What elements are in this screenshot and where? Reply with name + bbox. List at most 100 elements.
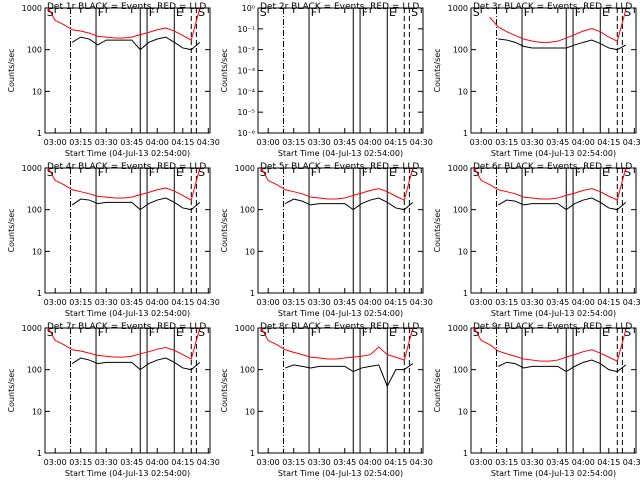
y-tick-label: 10⁻⁴ [237, 87, 255, 96]
marker-label: E [602, 326, 609, 339]
y-tick-label: 100 [27, 206, 42, 215]
plot-frame [257, 327, 424, 454]
y-tick-label: 1 [37, 449, 42, 458]
marker-label: E [176, 166, 183, 179]
series-line [285, 363, 414, 388]
panel: Det 3r BLACK = Events, RED = LLD Counts/s… [433, 2, 640, 158]
x-tick-label: 03:15 [282, 138, 305, 147]
plot-frame [44, 327, 211, 454]
x-tick-label: 04:30 [410, 298, 433, 307]
marker-label: S [473, 326, 480, 339]
x-tick-label: 03:00 [44, 138, 67, 147]
x-axis-label: Start Time (04-Jul-13 02:54:00) [278, 149, 403, 158]
x-tick-label: 03:00 [44, 458, 67, 467]
x-axis-label: Start Time (04-Jul-13 02:54:00) [65, 149, 190, 158]
plot-frame [470, 167, 637, 294]
marker-label: F [311, 6, 317, 19]
series-line [47, 327, 201, 360]
marker-label: S [624, 6, 631, 19]
y-tick-label: 100 [240, 366, 255, 375]
x-tick-label: 03:45 [120, 298, 143, 307]
marker-label: F [98, 6, 104, 19]
x-tick-label: 03:15 [282, 298, 305, 307]
x-tick-label: 03:00 [257, 458, 280, 467]
x-tick-label: 04:00 [146, 298, 169, 307]
marker-label: F [311, 166, 317, 179]
y-tick-label: 100 [27, 366, 42, 375]
y-tick-label: 1 [37, 129, 42, 138]
x-tick-label: 04:15 [597, 458, 620, 467]
panel: Det 1r BLACK = Events, RED = LLD Counts/s… [7, 2, 220, 158]
y-tick-label: 1000 [22, 4, 42, 13]
series-line [489, 9, 627, 43]
x-axis-label: Start Time (04-Jul-13 02:54:00) [65, 309, 190, 318]
y-axis-label: Counts/sec [220, 368, 229, 412]
marker-label: E [176, 6, 183, 19]
y-axis-label: Counts/sec [220, 48, 229, 92]
y-tick-label: 1 [250, 449, 255, 458]
marker-label: F [149, 166, 155, 179]
marker-label: F [362, 6, 368, 19]
x-tick-label: 04:30 [197, 298, 220, 307]
panel-title: Det 1r BLACK = Events, RED = LLD [47, 2, 206, 12]
x-tick-label: 04:00 [572, 298, 595, 307]
marker-label: F [524, 166, 530, 179]
panel: Det 5r BLACK = Events, RED = LLD Counts/s… [220, 162, 433, 318]
x-tick-label: 03:00 [470, 458, 493, 467]
marker-label: E [389, 166, 396, 179]
marker-label: S [47, 326, 54, 339]
x-tick-label: 04:00 [146, 138, 169, 147]
y-tick-label: 10⁻³ [237, 67, 255, 76]
y-tick-label: 10 [458, 87, 468, 96]
x-tick-label: 04:30 [197, 138, 220, 147]
y-tick-label: 10⁻⁶ [237, 129, 255, 138]
y-tick-label: 10⁰ [242, 4, 255, 13]
y-tick-label: 10 [32, 407, 42, 416]
y-axis-label: Counts/sec [433, 48, 442, 92]
y-tick-label: 10 [458, 247, 468, 256]
series-line [284, 197, 414, 211]
y-tick-label: 1000 [448, 164, 468, 173]
y-axis-label: Counts/sec [7, 48, 16, 92]
x-axis-label: Start Time (04-Jul-13 02:54:00) [491, 469, 616, 478]
plot-frame [257, 7, 424, 134]
x-tick-label: 03:00 [470, 298, 493, 307]
y-tick-label: 1 [463, 129, 468, 138]
marker-label: F [524, 6, 530, 19]
marker-label: F [98, 326, 104, 339]
marker-label: E [176, 326, 183, 339]
y-tick-label: 1000 [235, 324, 255, 333]
x-tick-label: 03:00 [257, 138, 280, 147]
series-line [498, 359, 627, 373]
y-axis-label: Counts/sec [433, 208, 442, 252]
marker-label: S [624, 326, 631, 339]
y-axis-label: Counts/sec [7, 368, 16, 412]
x-tick-label: 04:15 [384, 298, 407, 307]
y-tick-label: 100 [240, 206, 255, 215]
y-tick-label: 10 [32, 87, 42, 96]
x-axis-label: Start Time (04-Jul-13 02:54:00) [491, 309, 616, 318]
x-tick-label: 03:30 [308, 138, 331, 147]
x-axis-label: Start Time (04-Jul-13 02:54:00) [491, 149, 616, 158]
x-tick-label: 04:15 [171, 458, 194, 467]
x-tick-label: 04:30 [623, 458, 640, 467]
x-tick-label: 03:45 [333, 138, 356, 147]
y-tick-label: 100 [453, 206, 468, 215]
y-tick-label: 10⁻⁵ [237, 108, 255, 117]
x-tick-label: 04:00 [572, 138, 595, 147]
marker-label: F [362, 166, 368, 179]
series-line [473, 327, 627, 362]
panel: Det 8r BLACK = Events, RED = LLD Counts/s… [220, 322, 433, 478]
x-tick-label: 03:30 [521, 298, 544, 307]
x-tick-label: 03:45 [333, 298, 356, 307]
panel-title: Det 6r BLACK = Events, RED = LLD [473, 162, 632, 172]
x-tick-label: 03:45 [546, 138, 569, 147]
marker-label: F [575, 6, 581, 19]
series-line [71, 197, 201, 211]
x-tick-label: 04:00 [359, 138, 382, 147]
x-tick-label: 03:45 [120, 458, 143, 467]
marker-label: S [47, 166, 54, 179]
y-axis-label: Counts/sec [7, 208, 16, 252]
panel-title: Det 7r BLACK = Events, RED = LLD [47, 322, 206, 332]
y-axis-label: Counts/sec [433, 368, 442, 412]
